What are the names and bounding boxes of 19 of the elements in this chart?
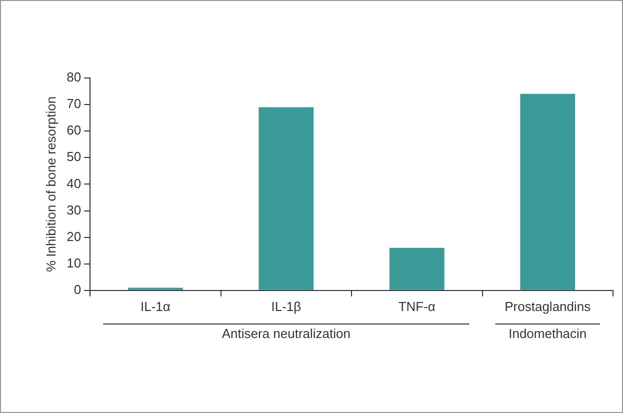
y-tick-label: 70 [66, 96, 82, 112]
x-tick-label: IL-1α [140, 298, 171, 314]
bar [258, 107, 314, 290]
y-axis-title: % Inhibition of bone resorption [43, 96, 58, 272]
text: Antisera neutralization [222, 326, 350, 342]
y-tick-label: 80 [66, 70, 82, 85]
x-tick-label: TNF-α [398, 298, 436, 314]
bar [520, 94, 576, 290]
x-tick-label: IL-1β [271, 298, 302, 314]
y-tick-label: 0 [74, 282, 82, 297]
bar [389, 248, 444, 290]
x-tick-label: Prostaglandins [504, 298, 592, 314]
y-tick-label: 40 [66, 176, 82, 191]
y-tick-label: 50 [66, 149, 82, 164]
y-tick-label: 10 [66, 255, 82, 270]
text: Indomethacin [508, 326, 587, 342]
y-tick-label: 30 [66, 202, 82, 218]
y-tick-label: 20 [66, 228, 82, 244]
y-tick-label: 60 [66, 122, 82, 138]
